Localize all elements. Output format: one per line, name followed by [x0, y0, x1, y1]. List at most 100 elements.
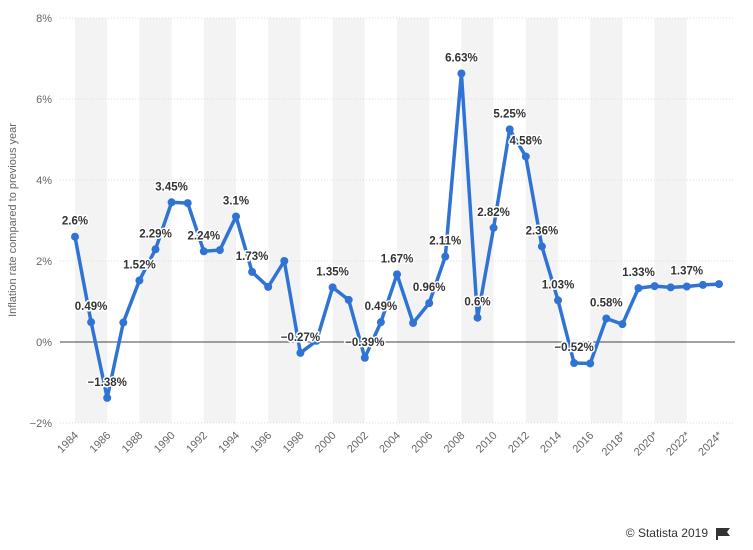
- point: [682, 282, 691, 291]
- point: [344, 295, 353, 304]
- y-tick-label: 0%: [36, 337, 52, 349]
- data-label: 1.33%: [622, 267, 655, 279]
- x-tick-label: 1998: [281, 430, 307, 456]
- band: [525, 18, 558, 423]
- data-label: −0.39%: [345, 337, 384, 349]
- x-tick-label: 2010: [474, 430, 500, 456]
- y-axis-title: Inflation rate compared to previous year: [7, 123, 19, 317]
- point: [634, 284, 643, 293]
- point: [715, 280, 723, 289]
- point: [312, 336, 321, 345]
- x-tick-label: 2002: [345, 430, 371, 456]
- data-label: 6.63%: [445, 52, 478, 64]
- band: [461, 18, 494, 423]
- x-tick-label: 1988: [120, 430, 146, 456]
- point: [167, 198, 176, 207]
- x-tick-label: 2016: [571, 430, 597, 456]
- point: [376, 318, 385, 327]
- point: [215, 246, 224, 255]
- source: © Statista 2019: [626, 526, 709, 540]
- data-label: 2.24%: [187, 230, 220, 242]
- point: [698, 280, 707, 289]
- data-label: 1.37%: [670, 266, 703, 278]
- point: [393, 270, 401, 279]
- point: [328, 283, 337, 292]
- x-tick-label: 2014: [538, 430, 564, 456]
- point: [457, 69, 466, 78]
- data-label: 0.49%: [365, 301, 398, 313]
- point: [135, 276, 144, 285]
- y-tick-label: 8%: [36, 13, 52, 25]
- point: [473, 313, 482, 322]
- point: [103, 393, 112, 402]
- data-label: 0.58%: [590, 298, 623, 310]
- data-label: 2.6%: [62, 216, 88, 228]
- band: [590, 18, 623, 423]
- point: [71, 232, 79, 241]
- data-label: −0.52%: [554, 342, 593, 354]
- data-label: 1.03%: [542, 279, 575, 291]
- data-label: −1.38%: [88, 377, 127, 389]
- x-tick-label: 2024*: [696, 429, 725, 458]
- point: [618, 320, 627, 329]
- point: [296, 348, 305, 357]
- point: [650, 282, 659, 291]
- data-label: 1.73%: [236, 251, 269, 263]
- data-label: 2.29%: [139, 228, 172, 240]
- data-label: 3.45%: [155, 181, 188, 193]
- band: [397, 18, 430, 423]
- x-tick-label: 2004: [377, 430, 403, 456]
- point: [489, 223, 498, 232]
- point: [554, 296, 562, 305]
- point: [199, 247, 208, 256]
- x-tick-label: 2018*: [600, 429, 629, 458]
- x-tick-label: 2022*: [664, 429, 693, 458]
- point: [505, 125, 514, 134]
- x-tick-label: 1996: [249, 430, 275, 456]
- point: [409, 318, 418, 327]
- band: [654, 18, 687, 423]
- point: [183, 199, 192, 208]
- data-label: 2.82%: [477, 207, 510, 219]
- data-label: 0.96%: [413, 282, 446, 294]
- y-tick-label: 2%: [36, 256, 52, 268]
- flag-icon[interactable]: [716, 528, 730, 540]
- point: [119, 318, 128, 327]
- data-label: 2.11%: [429, 236, 461, 248]
- band: [332, 18, 365, 423]
- data-label: 1.67%: [381, 253, 414, 265]
- point: [537, 242, 546, 251]
- data-label: −0.27%: [281, 332, 320, 344]
- point: [425, 299, 434, 308]
- band: [203, 18, 236, 423]
- data-label: 5.25%: [493, 108, 526, 120]
- data-label: 0.49%: [75, 301, 108, 313]
- x-tick-label: 1990: [152, 430, 178, 456]
- x-tick-label: 1994: [216, 430, 242, 456]
- point: [441, 252, 450, 261]
- data-label: 2.36%: [526, 225, 559, 237]
- data-label: 0.6%: [464, 297, 490, 309]
- data-label: 1.35%: [316, 266, 349, 278]
- point: [87, 318, 96, 327]
- band: [75, 18, 108, 423]
- data-label: 1.52%: [123, 259, 156, 271]
- x-tick-label: 2020*: [632, 429, 661, 458]
- y-tick-label: 4%: [36, 175, 52, 187]
- point: [570, 359, 579, 368]
- x-tick-label: 1986: [88, 430, 114, 456]
- y-tick-label: 6%: [36, 94, 52, 106]
- x-tick-label: 1984: [55, 430, 81, 456]
- point: [151, 245, 160, 254]
- point: [280, 257, 289, 265]
- y-tick-label: −2%: [30, 418, 53, 430]
- x-tick-label: 2000: [313, 430, 339, 456]
- point: [248, 267, 257, 276]
- x-tick-label: 2012: [506, 430, 532, 456]
- point: [602, 314, 611, 323]
- point: [360, 353, 369, 362]
- band: [268, 18, 301, 423]
- data-label: 3.1%: [223, 195, 249, 207]
- point: [232, 212, 240, 221]
